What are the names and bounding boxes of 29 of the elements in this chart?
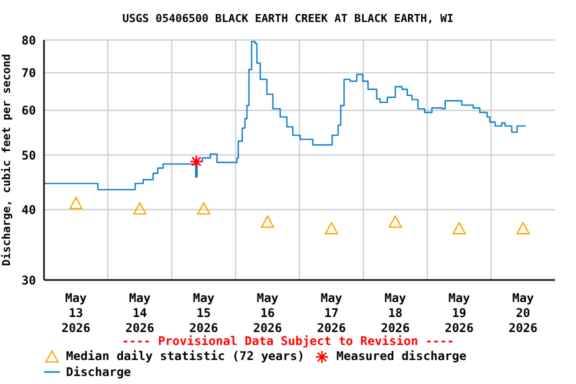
point: [69, 196, 83, 210]
x-tick-label: May 19 2026: [444, 291, 474, 335]
x-tick-label: May 16 2026: [253, 291, 282, 335]
point: [388, 216, 402, 228]
y-tick-label: 70: [22, 66, 36, 80]
y-tick-label: 50: [22, 148, 36, 162]
y-tick-label: 40: [22, 202, 36, 217]
x-tick-label: May 18 2026: [380, 291, 410, 335]
y-tick-label: 30: [22, 273, 36, 288]
x-tick-label: May 20 2026: [508, 291, 538, 335]
point: [452, 222, 466, 234]
x-tick-label: May 14 2026: [125, 291, 154, 335]
y-axis-title: Discharge, cubic feet per second: [0, 54, 13, 266]
y-tick-label: 80: [22, 33, 36, 48]
text: ---- Provisional Data Subject to Revision ----: [120, 334, 456, 348]
point: [516, 222, 530, 234]
point: [190, 154, 204, 168]
legend-label: Discharge: [66, 365, 132, 379]
point: [133, 202, 146, 215]
point: [324, 222, 338, 234]
point: [260, 216, 274, 228]
y-tick-label: 60: [22, 104, 36, 118]
point: [197, 202, 210, 215]
legend-label: Measured discharge: [336, 349, 466, 363]
x-tick-label: May 13 2026: [61, 291, 90, 335]
x-tick-label: May 15 2026: [189, 291, 218, 335]
legend-label: Median daily statistic (72 years): [66, 349, 304, 363]
x-tick-label: May 17 2026: [316, 291, 346, 335]
chart-title: USGS 05406500 BLACK EARTH CREEK AT BLACK EARTH, WI: [121, 12, 455, 25]
